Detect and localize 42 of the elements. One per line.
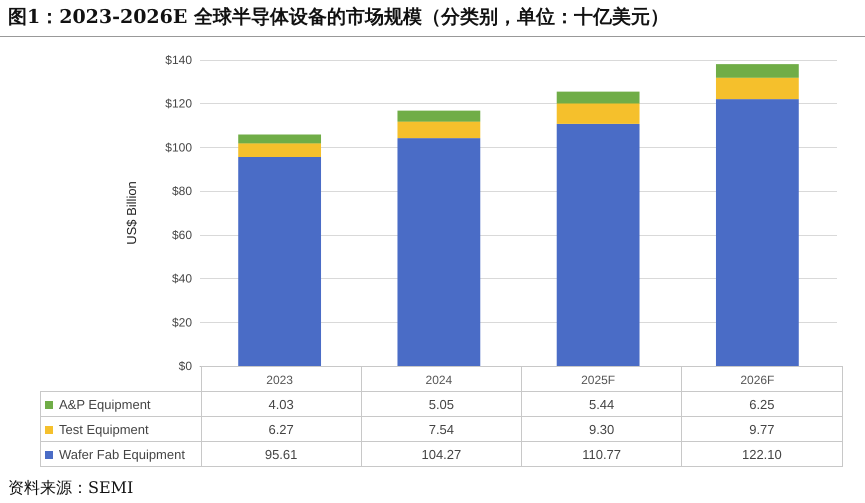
data-label: 5.44 xyxy=(522,392,682,416)
bar xyxy=(397,122,480,138)
data-label: 9.77 xyxy=(682,416,842,442)
y-tick-label: $60 xyxy=(172,228,192,242)
x-tick-label: 2026F xyxy=(740,373,774,387)
y-tick-label: $0 xyxy=(178,359,192,373)
bar xyxy=(556,124,640,366)
bar xyxy=(238,134,322,144)
x-tick-label: 2025F xyxy=(581,373,616,387)
data-label: 9.30 xyxy=(522,416,682,442)
data-label: 5.05 xyxy=(361,392,522,416)
data-label: 6.27 xyxy=(201,416,362,442)
bar xyxy=(397,110,480,122)
y-tick-label: $140 xyxy=(165,53,192,67)
bar xyxy=(716,78,799,100)
y-tick-label: $100 xyxy=(165,140,192,154)
data-label: 95.61 xyxy=(201,442,362,466)
x-tick-label: 2023 xyxy=(266,373,294,387)
text: 资料来源：SEMI xyxy=(8,478,134,499)
data-label: 6.25 xyxy=(682,392,842,416)
bar xyxy=(556,104,640,124)
y-tick-label: $40 xyxy=(172,272,192,286)
data-label: 4.03 xyxy=(201,392,362,416)
data-label: 7.54 xyxy=(361,416,522,442)
y-tick-label: $120 xyxy=(165,96,192,111)
bar xyxy=(716,99,799,366)
bar xyxy=(716,64,799,78)
chart-title: 图1：2023-2026E 全球半导体设备的市场规模（分类别，单位：十亿美元） xyxy=(8,5,669,30)
legend-label: Wafer Fab Equipment xyxy=(40,442,201,466)
data-label: 104.27 xyxy=(361,442,522,466)
data-label: 110.77 xyxy=(522,442,682,466)
bar xyxy=(397,138,480,366)
y-tick-label: $80 xyxy=(172,184,192,198)
bar xyxy=(556,92,640,104)
y-axis-title: US$ Billion xyxy=(124,181,139,245)
legend-label: A&P Equipment xyxy=(40,392,201,416)
legend-label: Test Equipment xyxy=(40,416,201,442)
data-label: 122.10 xyxy=(682,442,842,466)
bar xyxy=(238,157,322,366)
y-tick-label: $20 xyxy=(172,315,192,330)
x-tick-label: 2024 xyxy=(426,373,453,387)
bar xyxy=(238,143,322,158)
